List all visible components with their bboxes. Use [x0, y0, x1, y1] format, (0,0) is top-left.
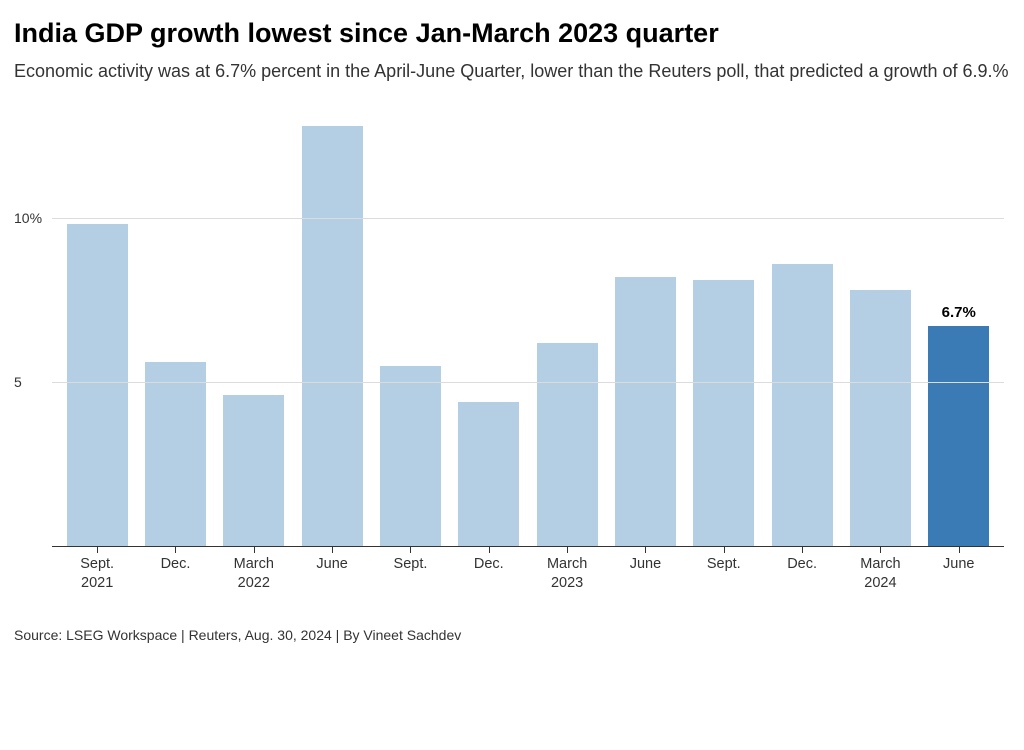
x-slot: Dec. — [450, 547, 528, 609]
bar — [772, 264, 833, 546]
bar-slot — [58, 119, 136, 546]
x-tick — [97, 547, 98, 553]
x-tick-label: Dec. — [787, 555, 817, 574]
y-tick-label: 5 — [14, 374, 48, 390]
x-tick — [567, 547, 568, 553]
bar-slot — [450, 119, 528, 546]
bar — [537, 343, 598, 547]
gridline — [52, 218, 1004, 219]
x-tick-label: Sept. — [707, 555, 741, 574]
x-slot: March 2022 — [215, 547, 293, 609]
bar-slot — [841, 119, 919, 546]
x-slot: June — [606, 547, 684, 609]
bar — [223, 395, 284, 546]
bar-slot — [606, 119, 684, 546]
x-slot: March 2023 — [528, 547, 606, 609]
x-tick — [802, 547, 803, 553]
bar-slot — [371, 119, 449, 546]
x-slot: June — [293, 547, 371, 609]
x-tick — [410, 547, 411, 553]
x-tick-label: June — [630, 555, 661, 574]
x-tick — [959, 547, 960, 553]
bar — [67, 224, 128, 546]
bar — [145, 362, 206, 546]
x-tick — [175, 547, 176, 553]
x-tick — [880, 547, 881, 553]
x-tick — [724, 547, 725, 553]
x-tick — [489, 547, 490, 553]
bar-slot — [136, 119, 214, 546]
x-tick — [645, 547, 646, 553]
x-tick — [254, 547, 255, 553]
x-axis: Sept. 2021 Dec. March 2022 June Sept. Dec. Mar… — [52, 547, 1004, 609]
bar — [850, 290, 911, 546]
bar-slot — [528, 119, 606, 546]
x-slot: Sept. 2021 — [58, 547, 136, 609]
x-tick — [332, 547, 333, 553]
bar-slot: 6.7% — [920, 119, 998, 546]
x-tick-label: March 2023 — [547, 555, 587, 593]
bar-value-label: 6.7% — [942, 304, 976, 321]
bar: 6.7% — [928, 326, 989, 546]
bar-slot — [293, 119, 371, 546]
x-slot: June — [920, 547, 998, 609]
bar — [380, 366, 441, 547]
bar — [458, 402, 519, 547]
bar — [302, 126, 363, 546]
x-tick-label: March 2024 — [860, 555, 900, 593]
bar-slot — [763, 119, 841, 546]
x-tick-label: Dec. — [161, 555, 191, 574]
x-tick-label: Dec. — [474, 555, 504, 574]
x-tick-label: Sept. — [394, 555, 428, 574]
x-slot: Sept. — [685, 547, 763, 609]
bar-slot — [215, 119, 293, 546]
bars-group: 6.7% — [52, 119, 1004, 546]
chart-subtitle: Economic activity was at 6.7% percent in… — [14, 59, 1010, 83]
chart-title: India GDP growth lowest since Jan-March … — [14, 18, 1010, 49]
plot-area: 6.7% 510% — [52, 119, 1004, 547]
x-tick-label: Sept. 2021 — [80, 555, 114, 593]
chart-container: 6.7% 510% Sept. 2021Dec.March 2022JuneSe… — [14, 119, 1010, 609]
bar — [615, 277, 676, 546]
x-slot: Sept. — [371, 547, 449, 609]
x-slot: March 2024 — [841, 547, 919, 609]
bar-slot — [685, 119, 763, 546]
x-tick-label: March 2022 — [234, 555, 274, 593]
y-tick-label: 10% — [14, 210, 48, 226]
bar — [693, 280, 754, 546]
gridline — [52, 382, 1004, 383]
chart-source: Source: LSEG Workspace | Reuters, Aug. 3… — [14, 627, 1010, 643]
x-slot: Dec. — [763, 547, 841, 609]
x-tick-label: June — [943, 555, 974, 574]
x-tick-label: June — [316, 555, 347, 574]
x-slot: Dec. — [136, 547, 214, 609]
